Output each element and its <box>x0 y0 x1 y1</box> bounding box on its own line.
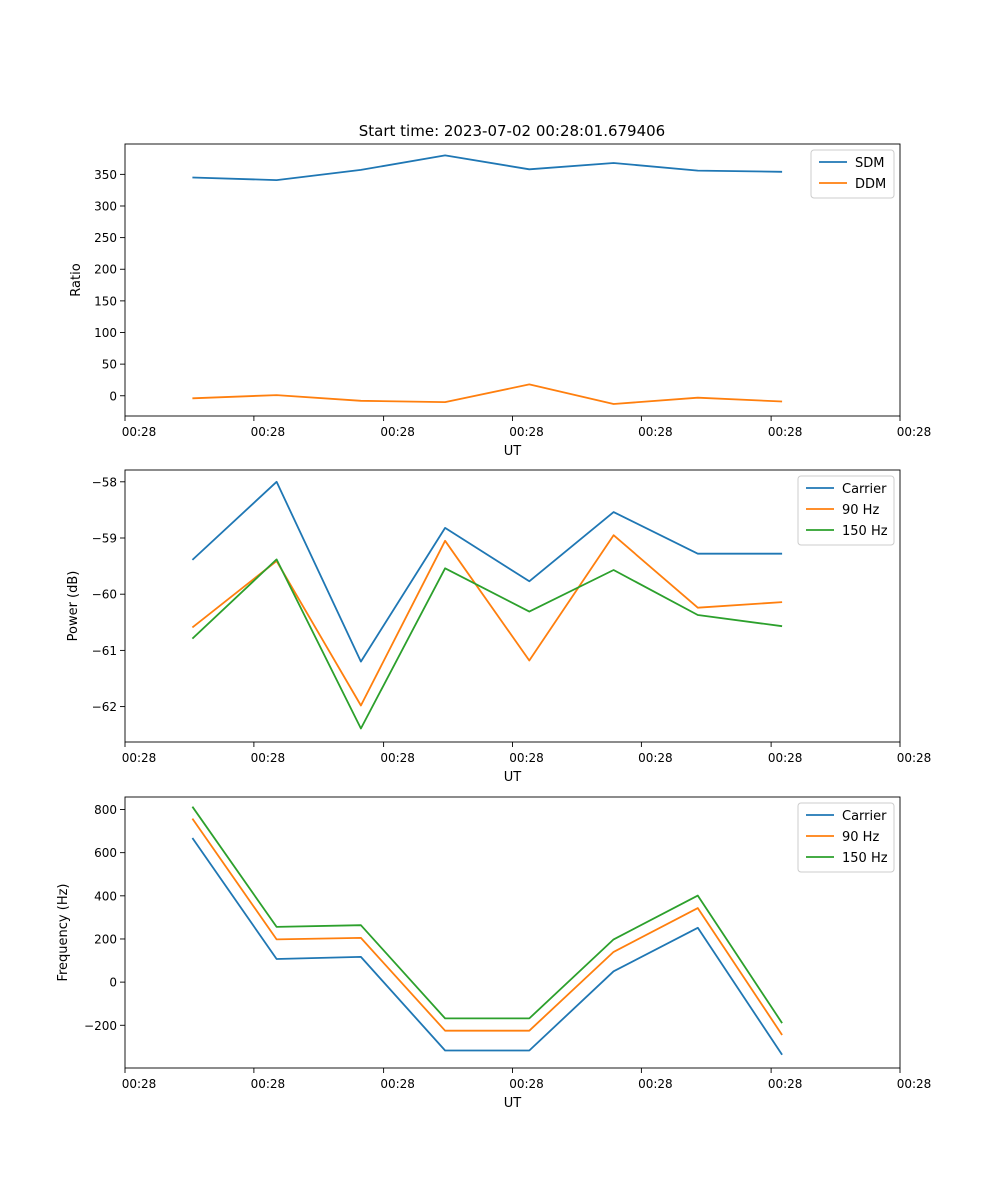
series-line-90-hz <box>191 818 783 1036</box>
y-tick-label: 800 <box>94 803 117 817</box>
legend-label: Carrier <box>842 482 887 497</box>
y-tick-label: 50 <box>102 358 117 372</box>
y-tick-label: −61 <box>92 644 117 658</box>
y-tick-label: 150 <box>94 294 117 308</box>
y-tick-label: −60 <box>92 588 117 602</box>
subplot-1: 0 50 100 150 200 250 300 350 00:28 00:28 00:28 00:2… <box>69 143 932 459</box>
x-tick-label: 00:28 <box>897 751 932 765</box>
subplots: 0 50 100 150 200 250 300 350 00:28 00:28 00:28 00:2… <box>56 143 932 1111</box>
x-tick-label: 00:28 <box>638 1077 673 1091</box>
x-tick-label: 00:28 <box>509 425 544 439</box>
legend: Carrier 90 Hz 150 Hz <box>797 802 895 873</box>
legend-label: 150 Hz <box>842 851 888 866</box>
x-axis-label: UT <box>504 444 522 459</box>
series-line-150-hz <box>191 558 783 730</box>
x-tick-label: 00:28 <box>509 751 544 765</box>
y-tick-label: 400 <box>94 889 117 903</box>
legend-label: 150 Hz <box>842 524 888 539</box>
legend-box <box>797 475 895 546</box>
legend-label: Carrier <box>842 809 887 824</box>
y-tick-label: −200 <box>84 1019 117 1033</box>
chart-title: Start time: 2023-07-02 00:28:01.679406 <box>359 122 665 140</box>
y-tick-label: −59 <box>92 532 117 546</box>
legend-label: 90 Hz <box>842 503 879 518</box>
y-axis-label: Ratio <box>69 263 84 296</box>
x-axis-label: UT <box>504 1096 522 1111</box>
x-tick-label: 00:28 <box>122 425 157 439</box>
x-tick-label: 00:28 <box>251 425 286 439</box>
x-tick-label: 00:28 <box>897 425 932 439</box>
y-tick-label: −58 <box>92 475 117 489</box>
y-tick-label: 600 <box>94 846 117 860</box>
x-tick-label: 00:28 <box>768 425 803 439</box>
x-axis-label: UT <box>504 770 522 785</box>
x-tick-label: 00:28 <box>768 1077 803 1091</box>
x-tick-label: 00:28 <box>122 751 157 765</box>
x-tick-label: 00:28 <box>251 751 286 765</box>
x-tick-label: 00:28 <box>380 425 415 439</box>
legend-box <box>797 802 895 873</box>
y-tick-label: 250 <box>94 231 117 245</box>
y-tick-label: 300 <box>94 199 117 213</box>
y-tick-label: 200 <box>94 932 117 946</box>
x-tick-label: 00:28 <box>380 751 415 765</box>
legend-label: DDM <box>855 177 886 192</box>
subplot-3: −200 0 200 400 600 800 00:28 00:28 00:28 00:28 00:… <box>56 796 932 1111</box>
axes-frame <box>124 469 901 743</box>
y-tick-label: 0 <box>109 976 117 990</box>
y-axis-label: Frequency (Hz) <box>56 883 71 981</box>
y-axis-label: Power (dB) <box>66 571 81 642</box>
series-line-90-hz <box>191 534 783 707</box>
legend-label: SDM <box>855 156 884 171</box>
subplot-2: −62 −61 −60 −59 −58 00:28 00:28 00:28 00:28 00:28… <box>66 469 932 785</box>
y-tick-label: 200 <box>94 263 117 277</box>
series-line-carrier <box>191 480 783 663</box>
legend: SDM DDM <box>810 149 895 199</box>
y-tick-label: 350 <box>94 168 117 182</box>
x-tick-label: 00:28 <box>251 1077 286 1091</box>
legend: Carrier 90 Hz 150 Hz <box>797 475 895 546</box>
x-tick-label: 00:28 <box>897 1077 932 1091</box>
x-tick-label: 00:28 <box>509 1077 544 1091</box>
series-line-sdm <box>192 154 783 182</box>
y-tick-label: 100 <box>94 326 117 340</box>
series-line-carrier <box>191 837 783 1056</box>
x-tick-label: 00:28 <box>638 751 673 765</box>
series-line-150-hz <box>191 806 783 1024</box>
x-tick-label: 00:28 <box>768 751 803 765</box>
axes-frame <box>124 796 901 1069</box>
y-tick-label: 0 <box>109 389 117 403</box>
y-tick-label: −62 <box>92 700 117 714</box>
x-tick-label: 00:28 <box>638 425 673 439</box>
series-line-ddm <box>192 383 783 405</box>
x-tick-label: 00:28 <box>122 1077 157 1091</box>
legend-label: 90 Hz <box>842 830 879 845</box>
x-tick-label: 00:28 <box>380 1077 415 1091</box>
axes-frame <box>124 143 901 417</box>
